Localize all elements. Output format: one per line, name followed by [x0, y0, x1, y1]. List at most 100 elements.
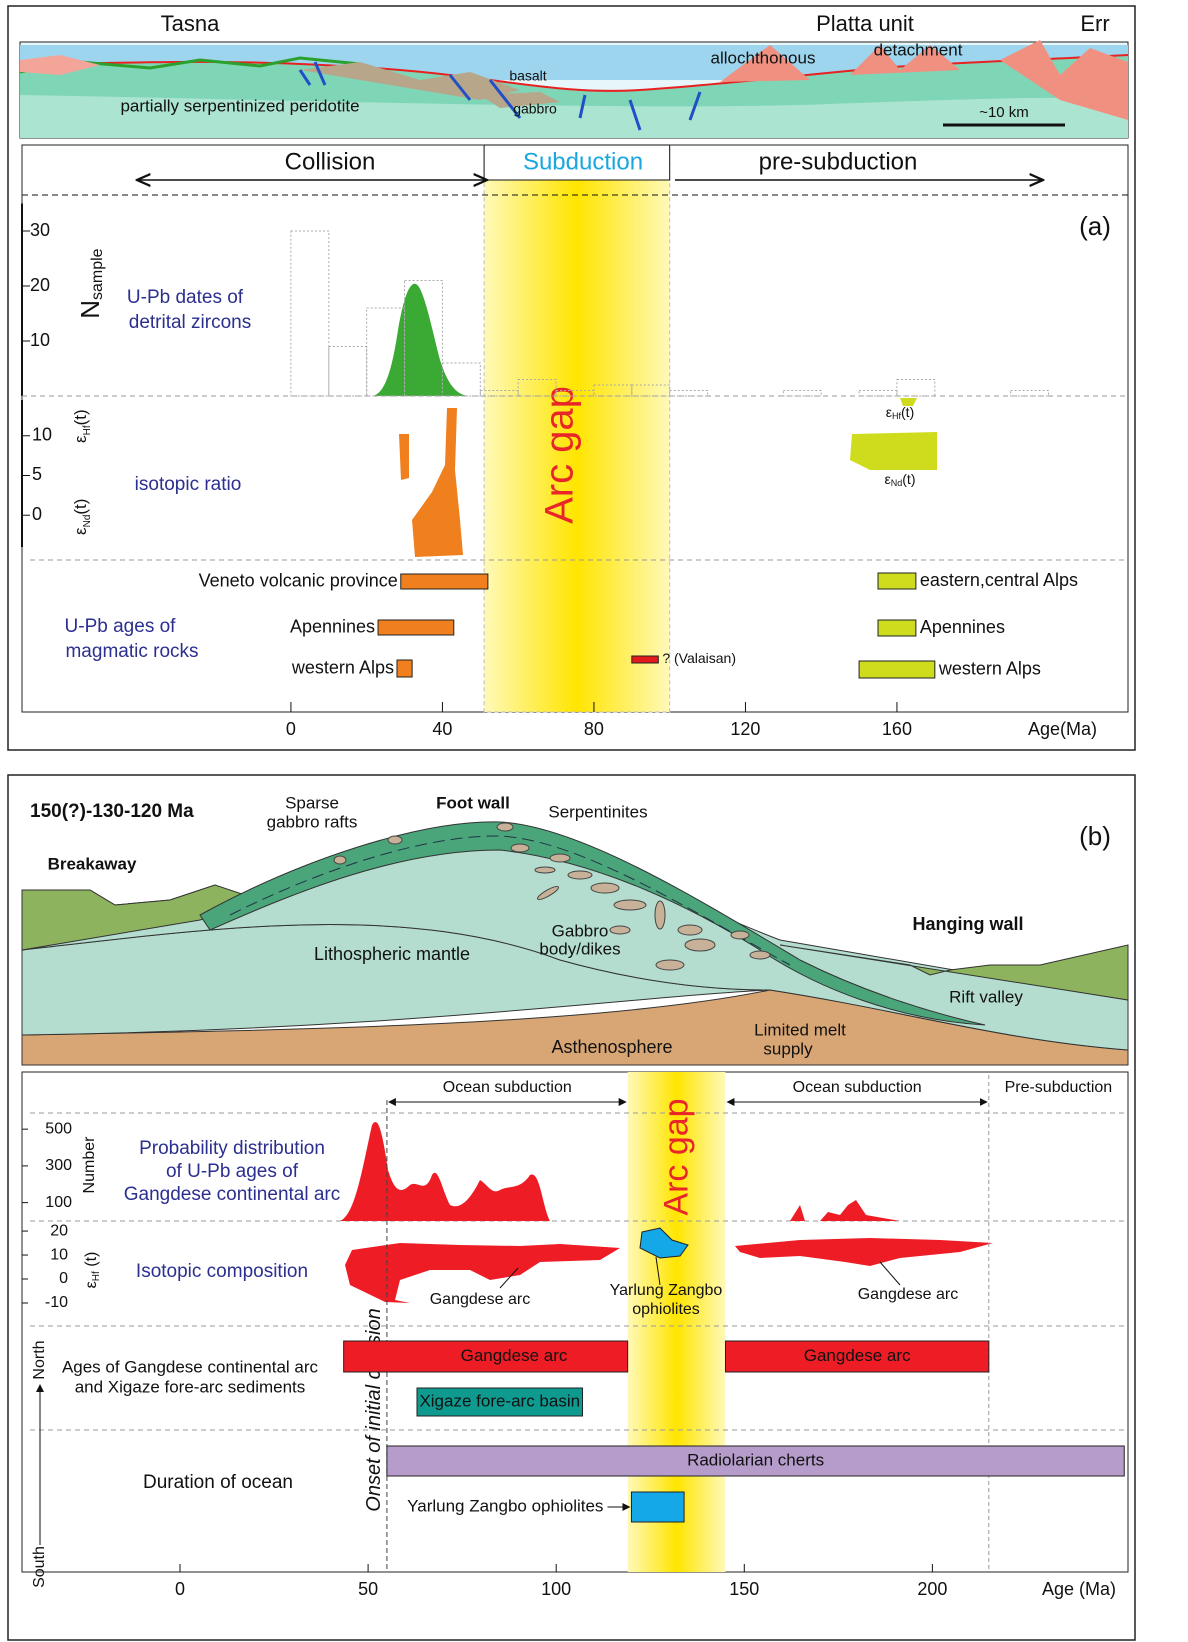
suffix: (t): [71, 499, 90, 515]
x-tick-label: 150: [729, 1579, 759, 1599]
y-tick-label: 100: [45, 1194, 72, 1211]
field-label: εNd(t): [885, 471, 916, 489]
y-axis-label: εNd(t): [71, 499, 92, 535]
stage-label: 150(?)-130-120 Ma: [30, 801, 194, 822]
y-label: εHf(t): [71, 409, 92, 443]
age-range-bar: [859, 661, 935, 678]
bar-label: Veneto volcanic province: [199, 570, 398, 590]
cross-section-label: detachment: [874, 40, 963, 59]
y-tick-label: 10: [30, 330, 50, 350]
cross-section-label: Lithospheric mantle: [314, 944, 470, 964]
row-label: U-Pb dates of: [127, 287, 244, 308]
age-range-bar: [632, 656, 659, 663]
suffix: (t): [901, 404, 914, 420]
histogram-bar: [1011, 391, 1049, 397]
histogram-bar: [329, 347, 367, 397]
section-label: Platta unit: [816, 11, 914, 36]
scale-bar-label: ~10 km: [979, 104, 1029, 121]
y-axis-label: εHf (t): [83, 1252, 101, 1289]
cross-section-label: Serpentinites: [548, 802, 647, 821]
arc-gap-label: Arc gap: [658, 1098, 696, 1215]
y-tick-label: 0: [32, 504, 42, 524]
cross-section-label: allochthonous: [711, 48, 816, 67]
isotope-field: [412, 408, 463, 557]
suffix: (t): [83, 1252, 100, 1272]
cross-section-label: gabbro rafts: [267, 812, 358, 831]
bar-label: western Alps: [938, 658, 1041, 678]
cross-section-label: Limited melt: [754, 1020, 846, 1039]
cross-section-label: Hanging wall: [912, 914, 1023, 934]
cross-section-label: Asthenosphere: [551, 1037, 672, 1057]
y-tick-label: 5: [32, 464, 42, 484]
bar-label: Gangdese arc: [804, 1346, 911, 1365]
x-tick-label: 120: [730, 719, 760, 739]
age-range-bar: [401, 574, 488, 589]
y-axis-label: Number: [81, 1136, 98, 1194]
figure: Tasna Platta unit Err allochthonous deta…: [0, 0, 1188, 1642]
section-label: Tasna: [161, 11, 220, 36]
cross-section-label: Rift valley: [949, 987, 1023, 1006]
onset-label: Onset of initial collision: [363, 1308, 385, 1511]
symbol: ε: [83, 1281, 100, 1288]
annotation: ophiolites: [632, 1301, 700, 1318]
bar-label: Radiolarian cherts: [687, 1450, 824, 1469]
row-label: Ages of Gangdese continental arc: [62, 1357, 319, 1376]
cross-section-label: body/dikes: [539, 939, 620, 958]
age-range-bar: [397, 660, 412, 677]
row-label: and Xigaze fore-arc sediments: [75, 1377, 306, 1396]
phase-label: Ocean subduction: [443, 1079, 572, 1096]
x-tick-label: 0: [175, 1579, 185, 1599]
annotation-leader: [880, 1262, 900, 1285]
y-tick-label: 20: [30, 275, 50, 295]
row-label: of U-Pb ages of: [166, 1161, 299, 1182]
bar-label: ? (Valaisan): [662, 650, 736, 666]
cross-section-label: supply: [763, 1039, 813, 1058]
x-tick-label: 100: [541, 1579, 571, 1599]
histogram-bar: [897, 380, 935, 397]
bar-label: Yarlung Zangbo ophiolites: [407, 1496, 603, 1515]
direction-label: North: [31, 1340, 48, 1379]
cross-section-label: Breakaway: [48, 854, 137, 873]
row-label: Duration of ocean: [143, 1472, 293, 1493]
x-axis-label: Age(Ma): [1028, 719, 1097, 739]
bar-label: eastern,central Alps: [920, 570, 1078, 590]
histogram-bar: [670, 391, 708, 397]
x-axis-label: Age (Ma): [1042, 1579, 1116, 1599]
subscript: Hf: [91, 1271, 102, 1281]
bar-label: Apennines: [920, 617, 1005, 637]
cross-section-label: Gabbro: [552, 921, 609, 940]
isotope-field: [735, 1238, 993, 1266]
x-tick-label: 160: [882, 719, 912, 739]
y-tick-label: 300: [45, 1157, 72, 1174]
age-range-bar: [631, 1492, 684, 1522]
cross-section-label: gabbro: [513, 101, 557, 117]
histogram-bar: [291, 231, 329, 396]
x-tick-label: 80: [584, 719, 604, 739]
y-tick-label: 10: [32, 425, 52, 445]
panel-label: (a): [1079, 211, 1111, 241]
isotope-field: [850, 432, 937, 470]
y-axis-label: εHf(t): [71, 409, 92, 443]
phase-label: Pre-subduction: [1005, 1079, 1113, 1096]
row-label: magmatic rocks: [65, 641, 198, 662]
row-label: detrital zircons: [129, 312, 252, 333]
y-tick-label: -10: [45, 1294, 68, 1311]
y-axis-label: N sample: [75, 248, 106, 318]
x-tick-label: 200: [917, 1579, 947, 1599]
y-label-sub: sample: [89, 248, 106, 300]
y-label: εNd(t): [71, 499, 92, 535]
phase-label: Ocean subduction: [793, 1079, 922, 1096]
subscript: Nd: [82, 515, 93, 528]
field-label: εHf(t): [886, 404, 914, 422]
bar-label: Xigaze fore-arc basin: [419, 1391, 580, 1410]
y-tick-label: 20: [50, 1222, 68, 1239]
y-label: N: [75, 300, 105, 319]
isotope-field: [399, 434, 409, 480]
detrital-zircon-density: [372, 284, 468, 396]
row-label: isotopic ratio: [135, 474, 242, 495]
subscript: Nd: [891, 478, 903, 488]
y-tick-label: 500: [45, 1120, 72, 1137]
page: Tasna Platta unit Err allochthonous deta…: [0, 0, 1188, 1642]
annotation: Gangdese arc: [858, 1286, 959, 1303]
panel-label: (b): [1079, 821, 1111, 851]
